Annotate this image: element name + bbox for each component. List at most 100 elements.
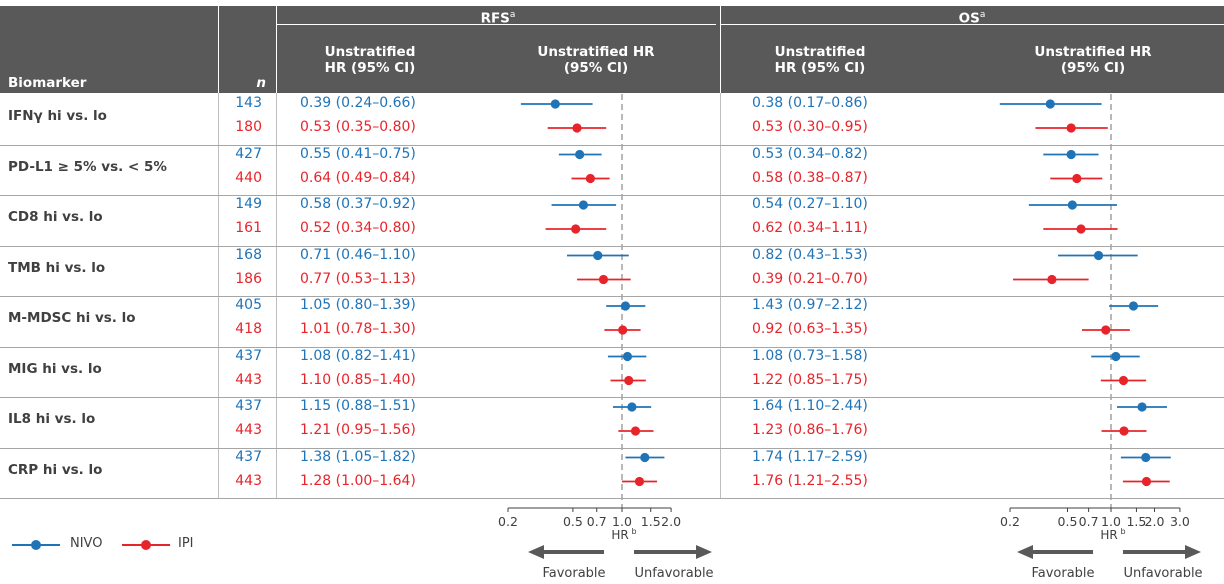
os-hr-ci-value: 0.53 (0.34–0.82)	[752, 145, 868, 162]
header-divider-os	[721, 24, 1224, 25]
rfs-x-tick-label: 0.7	[587, 514, 607, 529]
rfs-hr-point	[598, 274, 609, 285]
rfs-hr-ci-value: 1.38 (1.05–1.82)	[300, 448, 416, 465]
os-hr-point	[1093, 250, 1104, 261]
row-separator	[0, 447, 1224, 449]
os-hr-ci-value: 1.76 (1.21–2.55)	[752, 472, 868, 489]
rfs-hr-point	[578, 200, 589, 210]
rfs-hr-column-header: Unstratified HR (95% CI)	[324, 44, 416, 76]
n-value: 180	[235, 119, 262, 135]
biomarker-label: IFNγ hi vs. lo	[8, 108, 107, 124]
rfs-hr-point	[627, 402, 637, 412]
os-hr-point	[1072, 173, 1082, 184]
rfs-hr-ci-value: 0.64 (0.49–0.84)	[300, 169, 416, 186]
os-hr-point	[1101, 325, 1111, 335]
os-hr-ci-value: 1.64 (1.10–2.44)	[752, 398, 868, 414]
rfs-hr-ci-value: 0.71 (0.46–1.10)	[300, 246, 416, 263]
n-value: 437	[235, 398, 262, 414]
n-value: 168	[235, 246, 262, 263]
os-hr-ci-value: 1.08 (0.73–1.58)	[752, 347, 868, 364]
legend-nivo-marker	[12, 540, 60, 550]
rfs-unfavorable-label: Unfavorable	[634, 566, 713, 581]
n-value: 443	[235, 371, 262, 388]
rfs-hr-ci-value: 1.21 (0.95–1.56)	[300, 422, 416, 438]
rfs-x-tick-label: 1.5	[641, 514, 661, 529]
rfs-x-axis-label: HR	[611, 528, 628, 542]
n-column-header: n	[256, 75, 266, 91]
os-hr-point	[1111, 351, 1121, 362]
n-value: 186	[235, 270, 262, 287]
legend-ipi-label: IPI	[178, 536, 194, 551]
os-hr-ci-value: 1.74 (1.17–2.59)	[752, 448, 868, 465]
os-hr-point	[1128, 301, 1139, 311]
n-value: 440	[235, 169, 262, 186]
rfs-hr-ci-value: 0.39 (0.24–0.66)	[300, 95, 416, 111]
rfs-hr-point	[622, 351, 633, 362]
os-hr-point	[1067, 200, 1077, 210]
row-separator	[0, 195, 1224, 196]
rfs-hr-point	[572, 123, 582, 133]
os-x-axis-label-sup: b	[1120, 527, 1125, 536]
rfs-x-tick-label: 0.5	[563, 514, 583, 529]
rfs-hr-ci-value: 0.52 (0.34–0.80)	[300, 220, 416, 236]
os-hr-ci-value: 1.22 (0.85–1.75)	[752, 371, 868, 388]
os-hr-ci-value: 0.38 (0.17–0.86)	[752, 95, 868, 111]
rfs-hr-point	[593, 250, 603, 261]
os-hr-point	[1076, 224, 1086, 234]
rfs-hr-ci-value: 1.01 (0.78–1.30)	[300, 321, 416, 337]
os-hr-ci-value: 0.58 (0.38–0.87)	[752, 169, 868, 186]
row-separator	[0, 346, 1224, 348]
legend: NIVO IPI	[10, 535, 210, 555]
rfs-x-tick-label: 2.0	[661, 514, 681, 529]
biomarker-label: M-MDSC hi vs. lo	[8, 310, 136, 326]
rfs-hr-ci-value: 1.05 (0.80–1.39)	[300, 297, 416, 313]
os-hr-ci-value: 0.53 (0.30–0.95)	[752, 119, 868, 135]
n-value: 418	[235, 321, 262, 337]
row-separator	[0, 245, 1224, 247]
rfs-hr-ci-value: 0.58 (0.37–0.92)	[300, 196, 416, 212]
n-value: 143	[235, 95, 262, 111]
os-x-axis-label: HR	[1100, 528, 1117, 542]
os-hr-ci-value: 0.62 (0.34–1.11)	[752, 220, 868, 236]
biomarker-label: CD8 hi vs. lo	[8, 209, 103, 225]
header-vline-n	[218, 6, 219, 93]
rfs-hr-ci-value: 0.77 (0.53–1.13)	[300, 270, 416, 287]
rfs-x-tick-label: 0.2	[498, 514, 518, 529]
rfs-hr-ci-value: 0.55 (0.41–0.75)	[300, 145, 416, 162]
rfs-hr-ci-value: 1.15 (0.88–1.51)	[300, 398, 416, 414]
os-favorable-arrow-head	[1017, 545, 1033, 559]
rfs-hr-point	[624, 375, 634, 386]
biomarker-label: PD-L1 ≥ 5% vs. < 5%	[8, 158, 167, 175]
header-vline-rfs	[276, 6, 277, 93]
rfs-hr-ci-value: 0.53 (0.35–0.80)	[300, 119, 416, 135]
biomarker-label: CRP hi vs. lo	[8, 461, 103, 478]
n-value: 405	[235, 297, 262, 313]
os-hr-ci-value: 0.39 (0.21–0.70)	[752, 270, 868, 287]
os-hr-point	[1066, 149, 1076, 160]
rfs-favorable-arrow-head	[528, 545, 544, 559]
os-hr-point	[1141, 452, 1151, 463]
os-unfavorable-arrow-head	[1185, 545, 1201, 559]
os-hr-point	[1045, 99, 1055, 109]
os-hr-ci-value: 1.23 (0.86–1.76)	[752, 422, 868, 438]
row-separator	[0, 397, 1224, 398]
os-x-tick-label: 0.2	[1000, 514, 1020, 529]
n-value: 443	[235, 422, 262, 438]
rfs-hr-point	[620, 301, 631, 311]
rfs-hr-point	[550, 99, 560, 109]
os-favorable-label: Favorable	[1031, 566, 1094, 581]
n-value: 437	[235, 448, 262, 465]
n-value: 149	[235, 196, 262, 212]
row-separator	[0, 296, 1224, 297]
rfs-hr-point	[634, 476, 645, 487]
rfs-hr-ci-value: 1.10 (0.85–1.40)	[300, 371, 416, 388]
os-unfavorable-label: Unfavorable	[1123, 566, 1202, 581]
os-x-tick-label: 1.0	[1101, 514, 1121, 529]
biomarker-label: IL8 hi vs. lo	[8, 411, 96, 427]
n-value: 161	[235, 220, 262, 236]
os-plot-column-header: Unstratified HR (95% CI)	[1034, 44, 1152, 76]
os-hr-point	[1066, 123, 1076, 133]
biomarker-label: TMB hi vs. lo	[8, 259, 106, 276]
rfs-x-tick-label: 1.0	[612, 514, 632, 529]
rfs-plot-column-header: Unstratified HR (95% CI)	[537, 44, 655, 76]
